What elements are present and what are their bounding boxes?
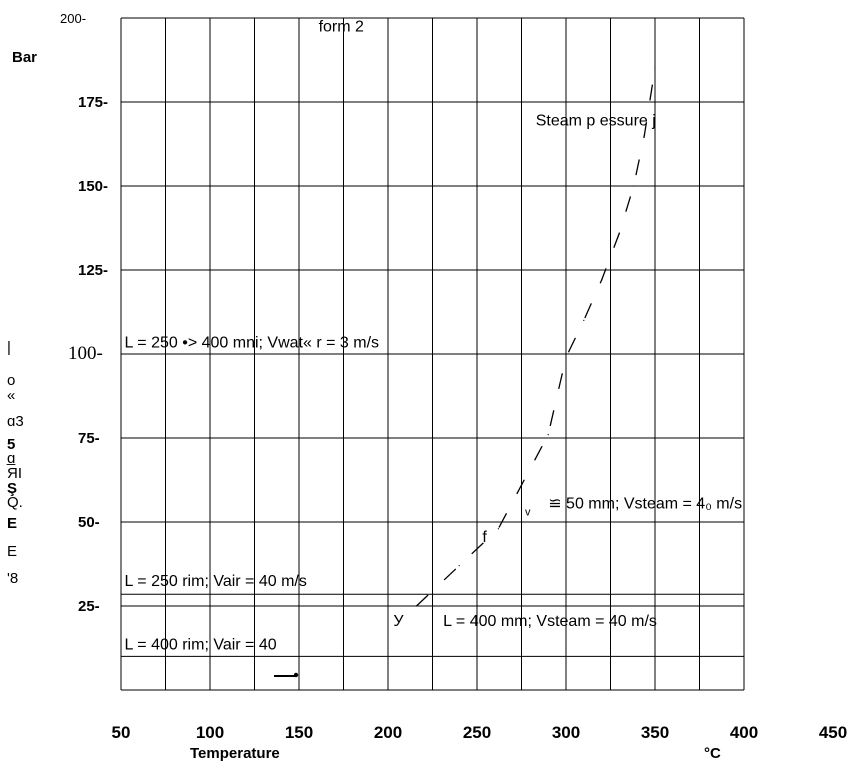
side-text-fragment: | — [7, 339, 11, 356]
x-axis-unit: °C — [704, 745, 721, 762]
x-tick-label: 200 — [374, 723, 402, 742]
side-text-fragment: Q. — [7, 494, 23, 511]
x-axis-label: Temperature — [190, 745, 280, 762]
series-point — [601, 279, 603, 281]
y-tick-label: 25- — [78, 598, 100, 615]
series-point — [415, 605, 418, 607]
series-point — [643, 135, 645, 137]
annotation-text: Steam p essure j — [536, 113, 656, 130]
series-layer — [274, 67, 656, 678]
side-text-fragment: E — [7, 515, 17, 532]
y-tick-label: 75- — [78, 430, 100, 447]
y-tick-label: 200- — [60, 11, 86, 26]
series-point — [583, 319, 585, 321]
x-tick-label: 100 — [196, 723, 224, 742]
side-text-fragment: o — [7, 372, 15, 389]
x-tick-label: 250 — [463, 723, 491, 742]
side-text-fragment: ɑ3 — [7, 413, 24, 430]
y-axis-label: Bar — [12, 49, 37, 66]
annotation-text: v — [525, 506, 531, 518]
annotations: form 2 Steam p essure j L = 250 •> 400 mni… — [125, 18, 743, 653]
side-text-fragment: ЯI — [7, 465, 22, 482]
side-text-fragment: E — [7, 543, 17, 560]
series-point — [633, 185, 635, 187]
series-point — [565, 356, 567, 358]
series-point — [497, 528, 499, 530]
side-text-fragment: '8 — [7, 570, 18, 587]
x-tick-label: 300 — [552, 723, 580, 742]
y-tick-label: 175- — [78, 94, 108, 111]
annotation-text: L = 400 mm; Vsteam = 40 m/s — [443, 613, 657, 630]
grid — [120, 17, 745, 691]
x-tick-label: 400 — [730, 723, 758, 742]
x-tick-label: 450 — [819, 723, 847, 742]
x-tick-label: 50 — [112, 723, 131, 742]
annotation-text: f — [482, 529, 487, 546]
series-point — [654, 67, 656, 69]
side-text-fragment: ɑ̲ — [6, 450, 16, 467]
side-text-fragment: 5 — [7, 436, 15, 453]
y-tick-label: 100- — [68, 343, 103, 364]
annotation-text: ≌ 50 mm; Vsteam = 4₀ m/s — [548, 496, 742, 513]
y-tick-label: 125- — [78, 262, 108, 279]
annotation-text: L = 250 rim; Vair = 40 m/s — [125, 573, 307, 590]
marker-dot — [293, 672, 299, 678]
side-text-fragment: « — [7, 387, 15, 404]
x-tick-label: 350 — [641, 723, 669, 742]
annotation-text: form 2 — [319, 18, 364, 35]
series-point — [458, 565, 460, 567]
annotation-text: У — [393, 613, 404, 630]
limit-lines — [121, 593, 744, 657]
x-tick-label: 150 — [285, 723, 313, 742]
annotation-text: L = 400 rim; Vair = 40 — [125, 637, 277, 654]
y-tick-labels: 200- 175- 150- 125- 100- 75- 50- 25- — [60, 11, 108, 615]
series-line — [416, 68, 656, 607]
x-tick-labels: 50 100 150 200 250 300 350 400 450 — [112, 723, 848, 742]
y-tick-label: 150- — [78, 178, 108, 195]
side-text-fragment: Ş — [7, 480, 17, 497]
series-point — [547, 434, 549, 436]
series-point — [618, 232, 621, 234]
y-tick-label: 50- — [78, 514, 100, 531]
annotation-text: L = 250 •> 400 mni; Vwat« r = 3 m/s — [125, 334, 379, 351]
